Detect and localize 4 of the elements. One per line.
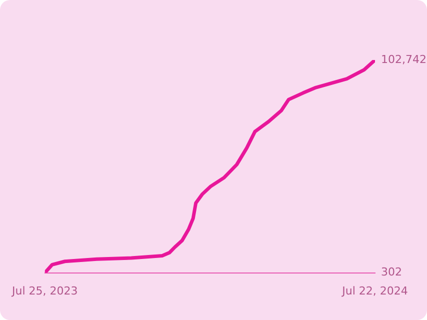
x-tick-label: Jul 25, 2023: [10, 284, 78, 298]
x-tick-label: Jul 22, 2024: [341, 284, 408, 298]
y-tick-label: 102,742: [381, 52, 426, 66]
y-tick-label: 302: [381, 266, 402, 279]
